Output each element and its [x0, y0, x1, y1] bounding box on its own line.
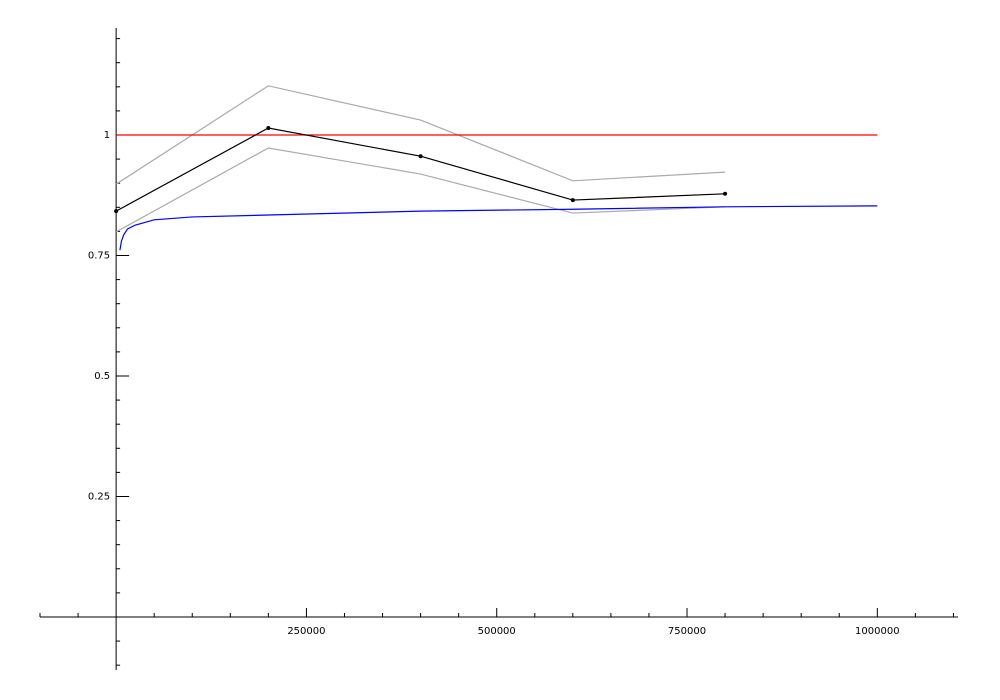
point: [266, 126, 271, 131]
series-line: [115, 147, 726, 233]
point: [114, 209, 119, 214]
x-tick-label: 1000000: [855, 626, 900, 637]
y-tick-label: 0.5: [94, 371, 110, 382]
point: [570, 198, 575, 203]
y-tick-label: 1: [104, 130, 110, 141]
series-line: [119, 205, 878, 251]
series-line: [115, 127, 726, 212]
y-tick-label: 0.25: [88, 491, 110, 502]
point: [418, 154, 423, 159]
point: [723, 191, 728, 196]
x-tick-label: 500000: [478, 626, 516, 637]
x-tick-label: 750000: [668, 626, 706, 637]
y-tick-label: 0.75: [88, 250, 110, 261]
x-tick-label: 250000: [287, 626, 325, 637]
series-line: [115, 85, 726, 185]
